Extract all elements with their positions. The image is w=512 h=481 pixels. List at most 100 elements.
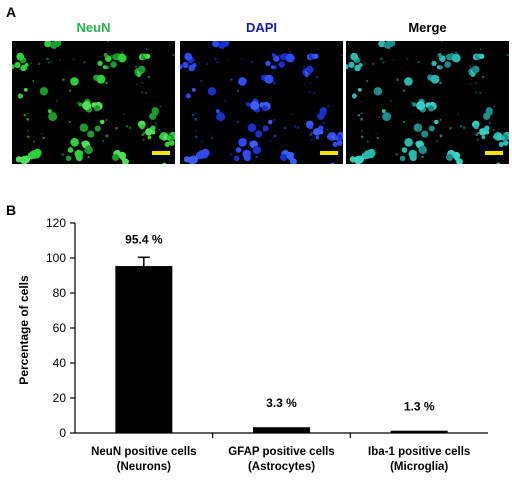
cell xyxy=(415,141,420,146)
cell-speck xyxy=(142,138,145,141)
cell-speck xyxy=(194,101,196,103)
cell xyxy=(452,151,461,160)
cell xyxy=(477,53,481,58)
cell xyxy=(168,139,175,146)
cell-speck xyxy=(392,59,395,61)
cell xyxy=(367,148,376,158)
cell xyxy=(243,154,251,162)
cell-speck xyxy=(327,105,330,108)
scale-bar xyxy=(320,151,338,155)
cell xyxy=(321,111,327,116)
cell-speck xyxy=(48,61,51,64)
cell-speck xyxy=(105,134,109,138)
cell xyxy=(373,87,383,96)
cell xyxy=(23,87,28,92)
cell-speck xyxy=(315,75,319,79)
cell-speck xyxy=(439,81,442,85)
cell xyxy=(48,112,58,122)
cell-speck xyxy=(41,133,43,135)
cell xyxy=(430,74,440,84)
cell-speck xyxy=(42,136,45,140)
cell xyxy=(421,130,429,138)
cell-speck xyxy=(421,155,424,159)
cell xyxy=(428,125,435,132)
cell-speck xyxy=(493,105,496,108)
cell xyxy=(188,155,197,164)
cell-speck xyxy=(72,58,75,61)
y-tick-label: 100 xyxy=(46,251,66,265)
cell-speck xyxy=(191,113,195,117)
cell xyxy=(401,147,408,153)
cell-speck xyxy=(68,120,71,123)
cell xyxy=(44,41,52,48)
cell xyxy=(12,64,15,70)
cell xyxy=(264,74,274,84)
cell-speck xyxy=(462,126,466,130)
cell-speck xyxy=(147,75,151,79)
cell-speck xyxy=(357,113,361,117)
cell xyxy=(247,123,257,132)
y-tick-label: 120 xyxy=(46,216,66,230)
cell xyxy=(70,137,79,147)
cell-speck xyxy=(44,116,46,118)
cell xyxy=(498,141,504,147)
dapi-micrograph xyxy=(180,41,343,164)
cell xyxy=(354,155,363,164)
cell-speck xyxy=(50,60,53,63)
cell-speck xyxy=(375,133,377,135)
cell xyxy=(81,141,86,146)
cell-speck xyxy=(255,155,258,159)
y-tick-label: 0 xyxy=(59,426,66,440)
cell-speck xyxy=(13,43,16,45)
cell-speck xyxy=(406,58,409,61)
cell xyxy=(201,148,210,158)
cell-speck xyxy=(340,54,343,57)
panel-a-label: A xyxy=(6,4,17,20)
cell xyxy=(384,41,392,49)
cell-speck xyxy=(83,61,86,64)
y-tick-label: 20 xyxy=(53,391,67,405)
cell-speck xyxy=(216,61,219,64)
cell-speck xyxy=(273,119,276,121)
cell xyxy=(271,53,276,58)
cell-speck xyxy=(141,91,144,94)
cell-speck xyxy=(309,133,312,137)
cell xyxy=(84,145,93,155)
y-tick-label: 80 xyxy=(53,286,67,300)
cell xyxy=(112,153,120,161)
cell xyxy=(487,111,493,116)
cell xyxy=(416,101,426,111)
cell xyxy=(409,154,417,162)
cell-speck xyxy=(402,120,405,123)
cell-speck xyxy=(195,130,197,132)
cell xyxy=(285,53,295,63)
cell xyxy=(351,93,357,99)
cell-speck xyxy=(69,89,72,92)
cell xyxy=(265,60,271,67)
cell-speck xyxy=(310,132,314,135)
scale-bar xyxy=(152,151,170,155)
cell-speck xyxy=(76,101,79,104)
cell xyxy=(105,55,112,62)
cell xyxy=(249,141,254,146)
cell-speck xyxy=(439,119,442,121)
cell-speck xyxy=(506,54,509,57)
dapi-title: DAPI xyxy=(245,20,278,35)
cell xyxy=(444,61,451,68)
cell-speck xyxy=(479,91,482,94)
cell-speck xyxy=(360,135,364,139)
cell xyxy=(334,135,339,141)
cell xyxy=(437,53,442,58)
x-tick-label: Iba-1 positive cells xyxy=(368,446,470,458)
cell xyxy=(143,53,147,58)
cell-speck xyxy=(210,136,213,140)
cell-speck xyxy=(159,105,162,108)
cell xyxy=(185,93,191,99)
cell-speck xyxy=(372,62,375,65)
cell-speck xyxy=(218,60,221,63)
cell xyxy=(212,41,220,48)
cell xyxy=(153,111,159,116)
cell xyxy=(100,119,105,125)
cell xyxy=(473,123,479,130)
cell-speck xyxy=(313,91,316,94)
